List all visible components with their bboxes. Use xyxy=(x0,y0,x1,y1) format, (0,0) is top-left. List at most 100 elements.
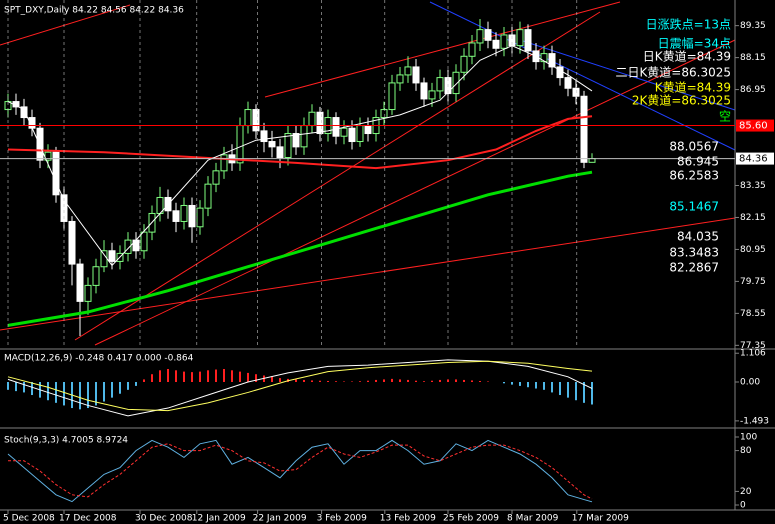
candle-body xyxy=(92,266,100,286)
candle-body xyxy=(52,151,60,196)
annotation: 二日K黄道=86.3025 xyxy=(615,66,731,80)
x-tick-label: 25 Feb 2009 xyxy=(443,514,499,524)
x-tick-label: 17 Mar 2009 xyxy=(572,514,629,524)
annotation: 85.1467 xyxy=(669,200,719,214)
y-tick-label: 82.15 xyxy=(740,213,766,223)
panel-title: Stoch(9,3,3) 4.7005 8.9724 xyxy=(4,436,128,446)
annotation: 2K黄道=86.3025 xyxy=(632,94,731,108)
candle-body xyxy=(108,250,116,262)
candle-body xyxy=(260,130,268,143)
candle-body xyxy=(516,29,524,47)
annotation: K黄道=84.39 xyxy=(655,81,731,95)
trendline xyxy=(519,39,736,111)
x-tick-label: 30 Dec 2008 xyxy=(135,514,193,524)
panel-title: MACD(12,26,9) -0.248 0.417 0.000 -0.864 xyxy=(4,354,194,364)
trendlines xyxy=(0,1,736,346)
annotation: 86.945 xyxy=(677,155,719,169)
candle-body xyxy=(212,170,220,185)
x-tick-label: 8 Mar 2009 xyxy=(507,514,559,524)
price-box-label: 85.60 xyxy=(739,121,768,132)
candle-body xyxy=(460,55,468,73)
y-tick-label: 79.75 xyxy=(740,277,766,287)
candle-body xyxy=(588,158,596,163)
candle-body xyxy=(196,207,204,228)
indicator-line xyxy=(7,359,593,417)
x-tick-label: 13 Feb 2009 xyxy=(380,514,436,524)
candle-body xyxy=(204,183,212,209)
candle-body xyxy=(540,53,548,63)
panel-frames xyxy=(0,0,775,511)
price-box xyxy=(736,152,774,165)
trendline xyxy=(0,217,736,331)
candle-body xyxy=(316,111,324,135)
trendline xyxy=(0,4,131,46)
candle-body xyxy=(284,133,292,159)
candle-body xyxy=(500,34,508,49)
x-tick-label: 17 Dec 2008 xyxy=(59,514,117,524)
panel-title: SPT_DXY,Daily 84.22 84.56 84.22 84.36 xyxy=(4,6,184,16)
annotation: 83.3483 xyxy=(669,246,719,260)
annotation: 空 xyxy=(719,110,731,124)
y-tick-label: 77.35 xyxy=(740,341,766,351)
y-tick-label: 78.55 xyxy=(740,309,766,319)
indicator-line xyxy=(7,45,593,267)
trendline xyxy=(94,39,736,346)
annotation: 86.2583 xyxy=(669,169,719,183)
candle-body xyxy=(436,77,444,92)
candle-body xyxy=(380,109,388,119)
candle-body xyxy=(36,127,44,161)
y-tick-label: 100 xyxy=(740,433,757,443)
annotation: 日涨跌点=13点 xyxy=(646,17,731,32)
candle-body xyxy=(524,29,532,52)
candle-body xyxy=(20,106,28,119)
y-tick-label: 0.00 xyxy=(740,378,760,388)
annotation: 82.2867 xyxy=(669,261,719,275)
candle-body xyxy=(572,87,580,97)
candle-body xyxy=(388,82,396,111)
indicator-line xyxy=(7,360,593,412)
candle-body xyxy=(492,39,500,49)
candle-body xyxy=(76,263,84,302)
candle-body xyxy=(84,284,92,302)
price-box xyxy=(736,119,774,132)
annotation: 日K黄道=84.39 xyxy=(643,50,731,64)
candle-body xyxy=(300,125,308,148)
candle-body xyxy=(548,53,556,68)
candle-body xyxy=(276,146,284,159)
annotation: 日震幅=34点 xyxy=(658,36,731,51)
candle-body xyxy=(484,29,492,41)
candle-body xyxy=(348,127,356,143)
annotation: 88.0567 xyxy=(669,140,719,154)
candle-body xyxy=(220,154,228,172)
y-tick-label: 0 xyxy=(740,501,746,511)
y-tick-label: 80.95 xyxy=(740,245,766,255)
candle-body xyxy=(412,66,420,84)
candle-body xyxy=(332,117,340,137)
annotation: 84.035 xyxy=(677,230,719,244)
candle-body xyxy=(252,109,260,132)
indicator-line xyxy=(7,170,593,327)
candle-body xyxy=(188,204,196,228)
y-tick-label: -1.493 xyxy=(740,416,769,426)
candle-body xyxy=(180,204,188,222)
candle-body xyxy=(356,125,364,143)
candle-body xyxy=(420,82,428,100)
candle-body xyxy=(308,111,316,127)
candle-body xyxy=(268,141,276,148)
x-tick-label: 12 Jan 2009 xyxy=(192,514,246,524)
candle-body xyxy=(428,90,436,100)
y-tick-label: 80 xyxy=(740,446,752,456)
candle-body xyxy=(140,231,148,252)
indicator-line xyxy=(8,443,593,500)
indicator-line xyxy=(7,115,593,170)
candle-body xyxy=(292,133,300,148)
y-tick-label: 20 xyxy=(740,487,752,497)
x-tick-label: 22 Jan 2009 xyxy=(253,514,307,524)
y-tick-label: 88.15 xyxy=(740,53,766,63)
candle-body xyxy=(364,125,372,135)
y-tick-label: 83.35 xyxy=(740,181,766,191)
trendline xyxy=(74,11,601,341)
candle-body xyxy=(236,125,244,164)
candle-body xyxy=(68,220,76,265)
